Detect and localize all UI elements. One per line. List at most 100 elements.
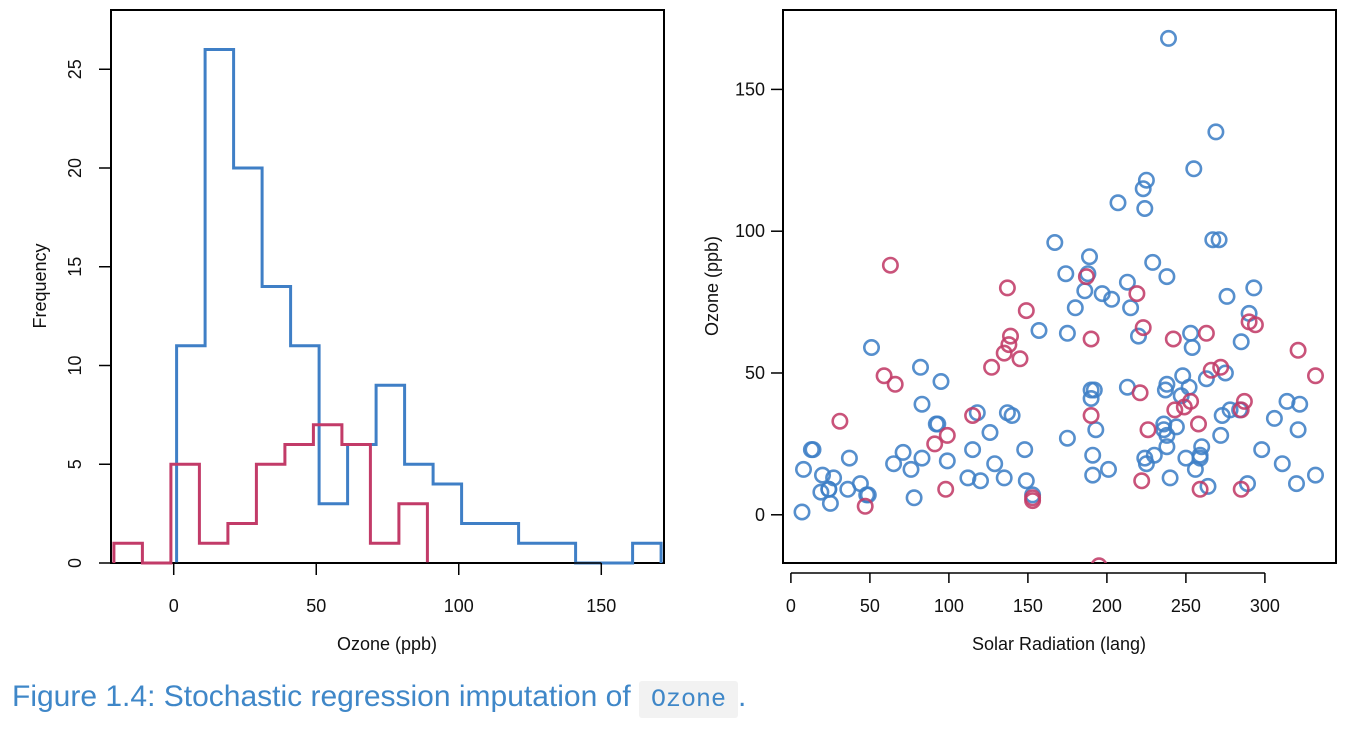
- scatter-series-1-point-30: [1190, 415, 1208, 433]
- histogram-series-0-bin-1: [205, 50, 234, 564]
- scatter-series-0-point-83: [1185, 160, 1203, 178]
- scatter-series-0-point-49: [1082, 389, 1100, 407]
- scatter-series-0-point-45: [1076, 282, 1094, 300]
- scatter-series-0-point-1: [794, 460, 812, 478]
- scatter-series-1-point-21: [1128, 285, 1146, 303]
- scatter-series-0-point-0: [793, 503, 811, 521]
- scatter-series-0-point-5: [813, 466, 831, 484]
- histogram-y-tick-label: 20: [65, 158, 85, 178]
- scatter-series-0-point-97: [1221, 401, 1239, 419]
- scatter-series-0-point-56: [1103, 290, 1121, 308]
- histogram-series-1-bin-0: [114, 543, 143, 563]
- scatter-series-0-point-28: [964, 441, 982, 459]
- scatter-series-0-point-60: [1122, 299, 1140, 317]
- histogram-x-tick-label: 0: [169, 596, 179, 616]
- histogram-y-tick-label: 5: [65, 459, 85, 469]
- histogram-y-tick-label: 25: [65, 59, 85, 79]
- scatter-series: [793, 29, 1325, 563]
- scatter-series-0-point-33: [995, 469, 1013, 487]
- scatter-series-0-point-42: [1058, 324, 1076, 342]
- scatter-series-0-point-16: [885, 455, 903, 473]
- scatter-series-1-point-14: [1011, 350, 1029, 368]
- scatter-series-0-point-26: [938, 452, 956, 470]
- scatter-series-1-point-32: [1197, 324, 1215, 342]
- histogram-series-1-bin-2: [171, 464, 200, 563]
- scatter-series-0-point-62: [1134, 180, 1152, 198]
- scatter-series-0-point-112: [1155, 421, 1173, 439]
- scatter-series-1-point-38: [1246, 316, 1264, 334]
- scatter-y-axis: 0 50 100 150: [735, 79, 784, 525]
- scatter-series-1-point-11: [998, 279, 1016, 297]
- scatter-series-0-point-96: [1218, 287, 1236, 305]
- scatter-series-0-point-25: [932, 372, 950, 390]
- scatter-series-0-point-32: [986, 455, 1004, 473]
- scatter-series-0-point-53: [1087, 421, 1105, 439]
- scatter-series-0-point-30: [971, 472, 989, 490]
- scatter-series-0-point-39: [1030, 321, 1048, 339]
- scatter-x-tick-label: 300: [1250, 596, 1280, 616]
- scatter-series-0-point-55: [1100, 460, 1118, 478]
- scatter-series-1-point-6: [937, 480, 955, 498]
- scatter-series-0-point-59: [1118, 273, 1136, 291]
- scatter-series-0-point-21: [913, 449, 931, 467]
- scatter-series-0-point-103: [1253, 441, 1271, 459]
- scatter-series-0-point-80: [1180, 378, 1198, 396]
- scatter-series-1-point-9: [983, 358, 1001, 376]
- scatter-series-0-point-61: [1130, 327, 1148, 345]
- histogram-series-1-step: [112, 423, 429, 565]
- histogram-y-axis-title: Frequency: [30, 243, 50, 328]
- scatter-series-0-point-92: [1210, 231, 1228, 249]
- histogram-x-tick-label: 150: [586, 596, 616, 616]
- scatter-series-0-point-4: [812, 483, 830, 501]
- scatter-series-0-point-43: [1058, 429, 1076, 447]
- scatter-series-1-point-1: [856, 497, 874, 515]
- histogram-y-tick-label: 10: [65, 355, 85, 375]
- scatter-series-0-point-20: [911, 358, 929, 376]
- histogram-y-tick-label: 15: [65, 257, 85, 277]
- scatter-series-1-point-19: [1082, 330, 1100, 348]
- scatter-series-0-point-52: [1085, 381, 1103, 399]
- figure-caption: Figure 1.4: Stochastic regression imputa…: [12, 680, 746, 718]
- scatter-series-1-point-40: [1307, 367, 1325, 385]
- scatter-series-1-point-41: [1232, 480, 1250, 498]
- scatter-series-0-point-91: [1207, 123, 1225, 141]
- scatter-series-0-point-86: [1191, 446, 1209, 464]
- scatter-series-0-point-108: [1289, 421, 1307, 439]
- scatter-series-1-point-25: [1139, 421, 1157, 439]
- scatter-series-0-point-74: [1158, 438, 1176, 456]
- scatter-series-0-point-36: [1016, 441, 1034, 459]
- scatter-series-1-point-20: [1090, 557, 1108, 563]
- caption-text: Figure 1.4: Stochastic regression imputa…: [12, 680, 631, 713]
- figure: 0 50 100 150 0 5 10 15 20 25 Ozone (ppb) Frequen…: [30, 9, 1337, 654]
- scatter-series-0-point-37: [1017, 472, 1035, 490]
- scatter-series-1-point-3: [881, 256, 899, 274]
- scatter-series-0-point-22: [913, 395, 931, 413]
- scatter-series-0-point-107: [1288, 475, 1306, 493]
- scatter-panel: 0 50 100 150 200 250 300 0 50 100 150 Solar Radia…: [702, 9, 1337, 654]
- scatter-series-0-point-19: [905, 489, 923, 507]
- scatter-series-1-point-24: [1134, 319, 1152, 337]
- histogram-series-0-bin-11: [519, 543, 576, 563]
- histogram-series-0-bin-10: [462, 524, 519, 564]
- scatter-series-1-point-5: [926, 435, 944, 453]
- histogram-series-1-bin-8: [342, 445, 371, 564]
- scatter-series-1-point-8: [964, 406, 982, 424]
- scatter-series-1-point-42: [1082, 406, 1100, 424]
- scatter-series-1-point-18: [1077, 268, 1095, 286]
- scatter-series-0-point-104: [1265, 409, 1283, 427]
- scatter-series-0-point-72: [1158, 268, 1176, 286]
- scatter-series-0-point-66: [1137, 171, 1155, 189]
- scatter-series-0-point-81: [1182, 324, 1200, 342]
- scatter-x-tick-label: 100: [934, 596, 964, 616]
- scatter-series-1-point-23: [1133, 472, 1151, 490]
- scatter-series-0-point-110: [1307, 466, 1325, 484]
- scatter-series-0-point-68: [1145, 446, 1163, 464]
- scatter-y-tick-label: 100: [735, 221, 765, 241]
- histogram-x-axis-title: Ozone (ppb): [337, 634, 437, 654]
- histogram-series-0-bin-13: [633, 543, 662, 563]
- scatter-series-0-point-44: [1066, 299, 1084, 317]
- scatter-x-tick-label: 250: [1171, 596, 1201, 616]
- scatter-series-0-point-57: [1109, 194, 1127, 212]
- scatter-series-1-point-33: [1202, 361, 1220, 379]
- histogram-series-1-bin-7: [313, 425, 342, 563]
